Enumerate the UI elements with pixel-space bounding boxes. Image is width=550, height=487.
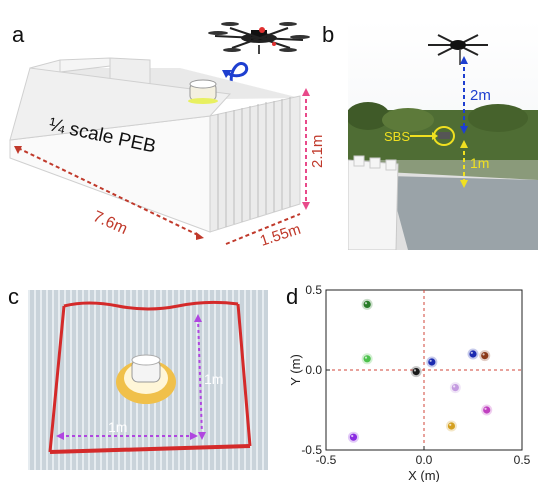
dim-width-label: 1.55m	[258, 221, 303, 250]
data-point	[363, 300, 371, 308]
building-roof	[30, 68, 300, 100]
data-point	[483, 406, 491, 414]
data-point-highlight	[351, 434, 354, 438]
data-point-highlight	[484, 407, 487, 410]
scatter-chart: -0.5 0.0 0.5 0.5 0.0 -0.5 X (m) Y (m)	[290, 283, 531, 482]
dim-drone-height-label: 2m	[470, 87, 491, 104]
data-point	[481, 352, 489, 360]
data-point-highlight	[449, 423, 452, 426]
x-tick-label: 0.5	[514, 453, 531, 467]
dim-sbs-height-label: 1m	[470, 155, 489, 171]
data-point-highlight	[364, 356, 368, 359]
x-axis-label: X (m)	[408, 468, 440, 482]
sbs-device-icon	[188, 79, 218, 104]
data-point-highlight	[453, 385, 456, 388]
data-point-highlight	[482, 353, 485, 356]
y-tick-label: 0.5	[305, 283, 322, 297]
y-tick-label: -0.5	[301, 443, 322, 457]
y-tick-label: 0.0	[305, 363, 322, 377]
panel-a-figure: ¼ scale PEB 7.6m 1.55m 2.1m	[9, 22, 326, 250]
dim-height-label: 2.1m	[309, 135, 326, 168]
data-point	[349, 433, 358, 441]
data-point	[412, 368, 420, 376]
building-end-wall	[209, 95, 301, 233]
drone-icon	[428, 34, 488, 65]
panel-b-letter: b	[322, 22, 335, 47]
x-tick-label: -0.5	[316, 453, 337, 467]
data-point	[428, 358, 436, 366]
panel-c-photo: 1m 1m	[28, 290, 268, 470]
x-tick-label: 0.0	[416, 453, 433, 467]
y-axis-label: Y (m)	[290, 354, 303, 386]
data-point	[447, 422, 456, 430]
data-point-highlight	[364, 302, 368, 305]
panel-d-letter: d	[286, 284, 299, 309]
sbs-label: SBS	[384, 129, 410, 144]
panel-b-photo: SBS 2m 1m	[348, 20, 538, 250]
dim-vertical-label: 1m	[204, 371, 223, 387]
dim-horizontal-label: 1m	[108, 419, 127, 435]
sbs-device-icon	[116, 354, 176, 404]
data-point	[363, 355, 371, 363]
data-point	[469, 350, 477, 358]
data-point	[451, 384, 459, 392]
panel-c-letter: c	[8, 284, 19, 309]
panel-a-letter: a	[12, 22, 25, 47]
blue-arrow-icon	[225, 62, 249, 87]
data-point-highlight	[413, 369, 417, 372]
dim-length-label: 7.6m	[90, 208, 129, 238]
drone-icon	[208, 22, 310, 54]
metal-roof-icon	[388, 176, 538, 250]
data-point-highlight	[429, 359, 432, 362]
data-point-highlight	[470, 351, 473, 354]
